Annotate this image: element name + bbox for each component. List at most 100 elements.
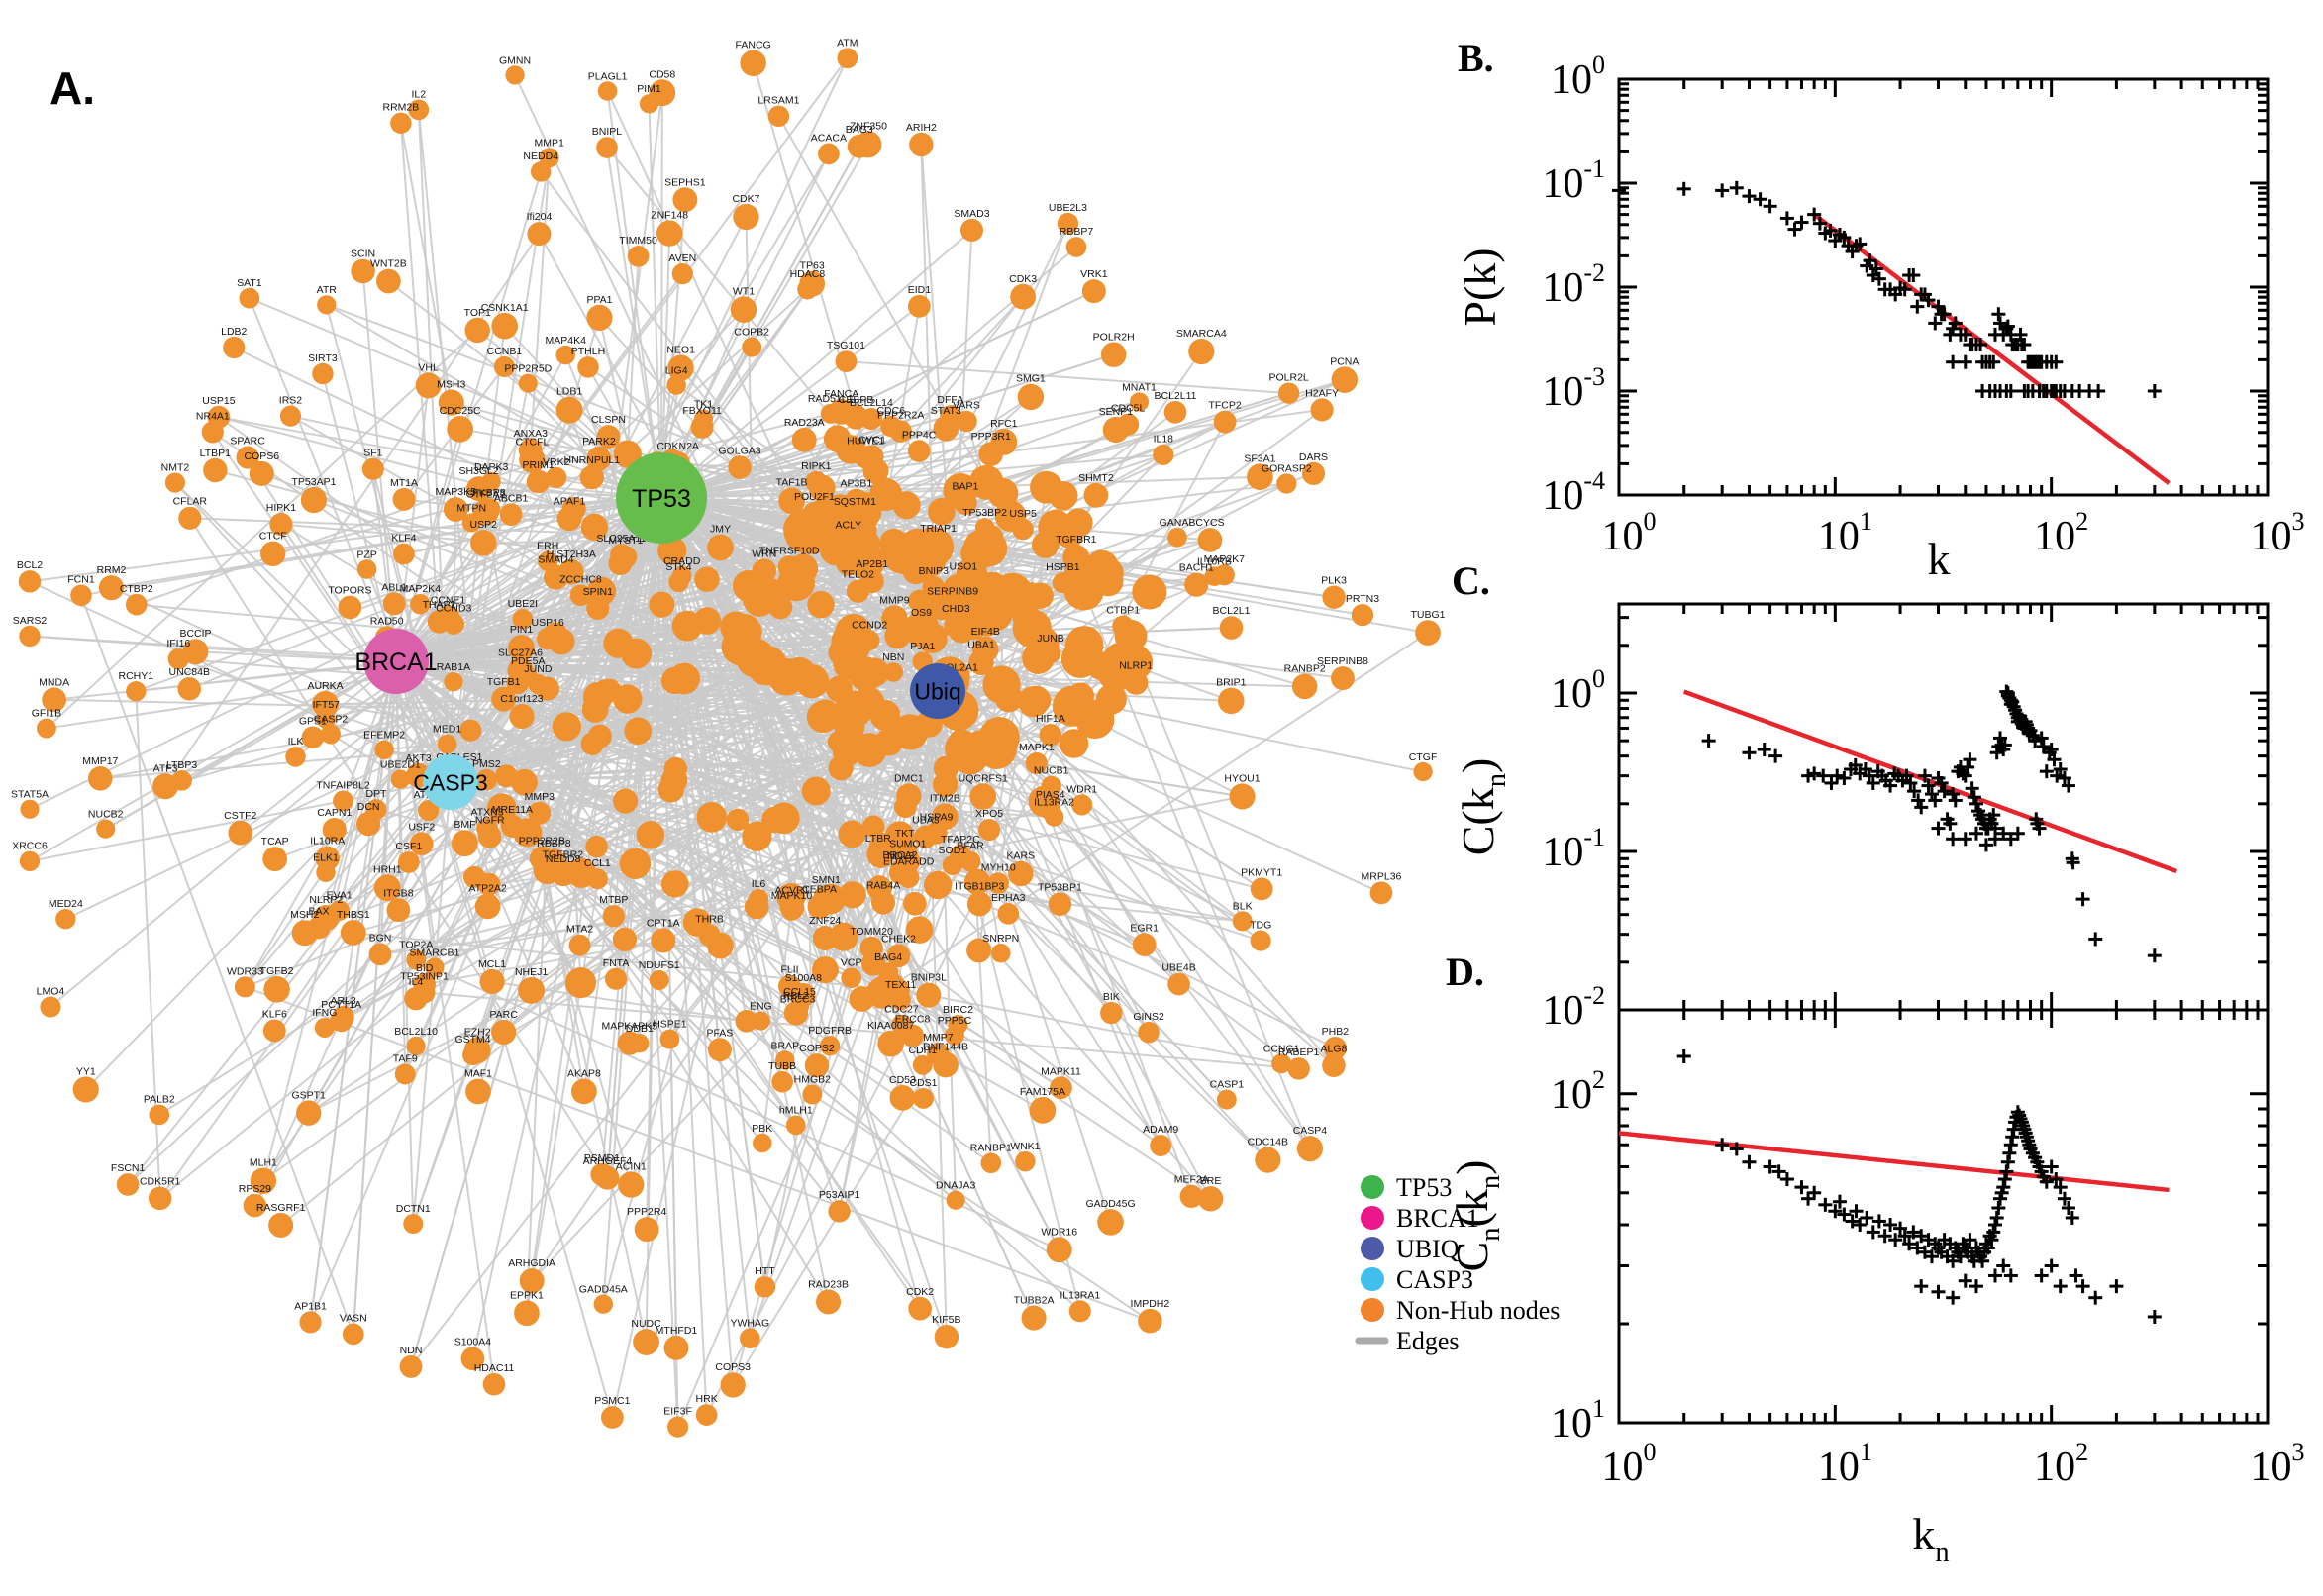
network-node-label: SPARC [230, 435, 265, 447]
network-node-label: PBK [752, 1123, 772, 1135]
network-node [877, 1030, 905, 1057]
network-node-label: CYCS [1195, 517, 1224, 529]
network-node-label: NBN [882, 651, 904, 663]
network-node [903, 891, 927, 916]
network-edge [734, 626, 1060, 1250]
network-node-label: RCHY1 [119, 670, 154, 682]
network-node-label: ZNF350 [850, 120, 887, 132]
legend-item-non-hub-nodes: Non-Hub nodes [1361, 1296, 1560, 1325]
network-node [845, 488, 868, 512]
network-edge [127, 781, 452, 1186]
network-node [361, 457, 384, 480]
network-node [509, 703, 535, 730]
network-node [761, 806, 788, 834]
network-node-label: NUCB1 [1034, 765, 1069, 777]
panel-letter: B. [1458, 36, 1494, 80]
network-node-label: IL13RA1 [1060, 1289, 1100, 1301]
network-node-label: TUBG1 [1410, 609, 1445, 621]
network-node [693, 409, 714, 429]
network-node-label: NLRP2 [309, 894, 343, 906]
network-node [886, 944, 911, 968]
network-node-label: MSH2 [290, 909, 319, 921]
network-node [1219, 616, 1244, 640]
network-node-label: SLC27A6 [498, 647, 543, 658]
fit-line [1618, 1131, 2170, 1193]
network-node-label: PTHLH [571, 346, 605, 357]
network-node-label: RASGRF1 [256, 1202, 306, 1214]
network-nodes [18, 48, 1441, 1438]
network-node [836, 550, 861, 576]
network-node-label: TP53AP1 [291, 476, 336, 488]
network-node [569, 584, 592, 607]
network-node [1027, 582, 1054, 609]
network-node [37, 718, 56, 739]
network-node [1039, 724, 1062, 747]
network-edge [660, 146, 860, 499]
network-node [879, 528, 909, 558]
network-node [579, 464, 604, 490]
network-edge [325, 703, 1055, 819]
network-node-label: TP53BP1 [1038, 881, 1082, 893]
network-node [870, 890, 896, 915]
network-node-label: IFNG [312, 1007, 337, 1019]
network-edge [415, 497, 662, 1047]
network-node [816, 1289, 842, 1315]
network-node [1048, 892, 1072, 917]
network-node-label: BAG4 [874, 951, 902, 963]
fit-line [1812, 212, 2171, 485]
network-node-label: CDS1 [910, 1077, 938, 1089]
legend-dot-icon [1361, 1206, 1384, 1230]
network-node-label: KIAA0087 [867, 1020, 914, 1032]
network-node-label: ANXA3 [514, 428, 549, 440]
network-node [312, 690, 340, 718]
network-node [466, 476, 492, 502]
network-node-label: ABCB1 [494, 492, 529, 504]
network-node-label: SIRT3 [308, 352, 338, 364]
network-edge [379, 835, 900, 955]
network-node [1204, 566, 1225, 586]
network-node-label: PKMYT1 [1241, 866, 1282, 878]
network-edge [790, 604, 822, 908]
network-node [1250, 877, 1273, 901]
network-node [667, 354, 694, 381]
network-node-label: GTF2A2 [466, 488, 506, 500]
network-node-label: FANCA [824, 388, 858, 400]
network-node-label: UBE2L3 [1049, 202, 1087, 214]
network-node-label: STAT3 [931, 405, 961, 417]
network-node-label: HUWE1 [847, 435, 884, 447]
network-node [916, 982, 942, 1008]
network-node [342, 1323, 364, 1346]
network-node [742, 337, 762, 357]
network-node [373, 874, 401, 902]
network-node [656, 220, 683, 247]
y-tick-label: 10-4 [1542, 466, 1605, 519]
network-node-label: EGR1 [1130, 922, 1159, 934]
network-node [913, 1087, 934, 1109]
network-node [1025, 751, 1048, 775]
network-node [314, 1017, 335, 1038]
network-node-label: FKBP8 [472, 487, 505, 499]
network-node-label: PRTN3 [1346, 593, 1379, 605]
network-edge [900, 522, 1080, 1026]
network-node-label: USP5 [1009, 508, 1037, 520]
network-node-label: CYC1 [858, 435, 886, 447]
network-edge [195, 650, 397, 662]
network-node-label: BAX [309, 905, 330, 917]
network-node-label: AURKA [307, 680, 343, 692]
network-node-label: BRCC3 [780, 993, 816, 1005]
network-node [269, 512, 293, 537]
network-node-label: THBS1 [337, 909, 370, 921]
network-node [908, 589, 932, 613]
network-node [672, 187, 698, 213]
network-node [838, 820, 866, 848]
network-node [536, 627, 559, 650]
network-node [1100, 342, 1127, 367]
legend-label: BRCA1 [1396, 1204, 1479, 1233]
casp3-hub-circle [423, 754, 478, 810]
network-node-label: WDR16 [1041, 1226, 1077, 1238]
network-node [805, 470, 828, 494]
network-node [878, 962, 899, 983]
network-node [470, 530, 497, 556]
legend-item-edges: Edges [1355, 1327, 1460, 1355]
network-node [463, 1037, 491, 1064]
